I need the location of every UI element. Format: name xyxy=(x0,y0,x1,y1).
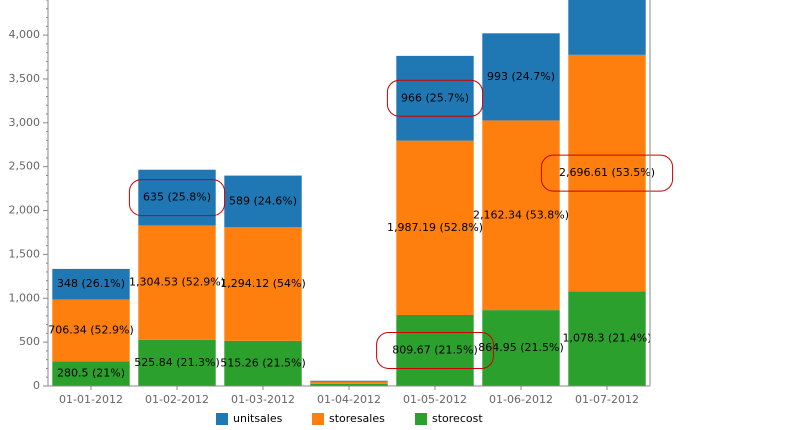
bars-layer xyxy=(52,0,646,386)
x-tick-label-6: 01-06-2012 xyxy=(489,393,553,406)
bar-unitsales-7 xyxy=(568,0,646,55)
bar-unitsales-6 xyxy=(482,33,560,121)
highlight-ellipse-1 xyxy=(128,179,226,217)
data-label-storesales-6: 2,162.34 (53.8%) xyxy=(473,208,569,221)
bar-storecost-2 xyxy=(138,339,216,386)
bar-unitsales-4 xyxy=(310,380,388,382)
bar-storesales-2 xyxy=(138,225,216,340)
axes-layer: 0 500 1,000 1,500 2,000 2,500 3,000 3,500 4,000 0… xyxy=(9,0,651,406)
data-label-storecost-3: 515.26 (21.5%) xyxy=(220,356,306,369)
bar-storesales-4 xyxy=(310,381,388,384)
x-tick-label-1: 01-01-2012 xyxy=(59,393,123,406)
legend-swatch-unitsales xyxy=(216,413,228,425)
y-tick-label: 2,000 xyxy=(9,204,41,217)
bar-unitsales-2 xyxy=(138,169,216,226)
data-label-unitsales-5: 966 (25.7%) xyxy=(401,91,469,104)
data-label-unitsales-6: 993 (24.7%) xyxy=(487,70,555,83)
bar-storecost-1 xyxy=(52,361,130,386)
bar-storesales-1 xyxy=(52,299,130,362)
bar-unitsales-1 xyxy=(52,268,130,300)
bar-storecost-3 xyxy=(224,340,302,386)
y-tick-label: 1,500 xyxy=(9,247,41,260)
bar-storesales-6 xyxy=(482,120,560,311)
highlight-ellipses-layer xyxy=(128,79,674,369)
y-tick-label: 500 xyxy=(19,335,40,348)
x-tick-label-7: 01-07-2012 xyxy=(575,393,639,406)
y-tick-label: 3,500 xyxy=(9,72,41,85)
y-tick-label: 1,000 xyxy=(9,291,41,304)
x-tick-label-3: 01-03-2012 xyxy=(231,393,295,406)
y-tick-label: 3,000 xyxy=(9,116,41,129)
y-tick-label: 0 xyxy=(33,379,40,392)
data-label-storesales-3: 1,294.12 (54%) xyxy=(220,277,306,290)
legend-swatch-storesales xyxy=(312,413,324,425)
x-tick-label-5: 01-05-2012 xyxy=(403,393,467,406)
legend-label-storesales: storesales xyxy=(329,412,385,425)
x-tick-label-2: 01-02-2012 xyxy=(145,393,209,406)
y-tick-label: 2,500 xyxy=(9,160,41,173)
data-label-storecost-7: 1,078.3 (21.4%) xyxy=(562,332,651,345)
legend-label-storecost: storecost xyxy=(432,412,483,425)
y-tick-label: 4,000 xyxy=(9,28,41,41)
bar-storecost-6 xyxy=(482,310,560,386)
data-label-storecost-2: 525.84 (21.3%) xyxy=(134,356,220,369)
data-label-storecost-1: 280.5 (21%) xyxy=(57,367,125,380)
bar-unitsales-3 xyxy=(224,175,302,228)
highlight-ellipse-2 xyxy=(386,79,484,117)
bar-storesales-5 xyxy=(396,140,474,315)
highlight-ellipse-3 xyxy=(540,154,674,192)
data-label-storesales-1: 706.34 (52.9%) xyxy=(48,323,134,336)
data-label-storecost-5: 809.67 (21.5%) xyxy=(392,343,478,356)
data-label-unitsales-3: 589 (24.6%) xyxy=(229,194,297,207)
legend-swatch-storecost xyxy=(415,413,427,425)
bar-storecost-5 xyxy=(396,314,474,386)
data-label-unitsales-2: 635 (25.8%) xyxy=(143,191,211,204)
highlight-ellipse-4 xyxy=(376,331,494,369)
data-label-unitsales-1: 348 (26.1%) xyxy=(57,277,125,290)
legend-label-unitsales: unitsales xyxy=(233,412,283,425)
x-tick-label-4: 01-04-2012 xyxy=(317,393,381,406)
data-label-storesales-2: 1,304.53 (52.9%) xyxy=(129,276,225,289)
bar-storesales-3 xyxy=(224,227,302,341)
data-label-storecost-6: 864.95 (21.5%) xyxy=(478,341,564,354)
bar-storecost-4 xyxy=(310,383,388,386)
data-label-storesales-5: 1,987.19 (52.8%) xyxy=(387,221,483,234)
bar-storecost-7 xyxy=(568,291,646,386)
legend: unitsales storesales storecost xyxy=(216,412,483,425)
bar-storesales-7 xyxy=(568,54,646,292)
data-labels-layer: 280.5 (21%) 706.34 (52.9%) 348 (26.1%) 525.… xyxy=(48,70,655,380)
data-label-storesales-7: 2,696.61 (53.5%) xyxy=(559,166,655,179)
bar-unitsales-5 xyxy=(396,55,474,141)
